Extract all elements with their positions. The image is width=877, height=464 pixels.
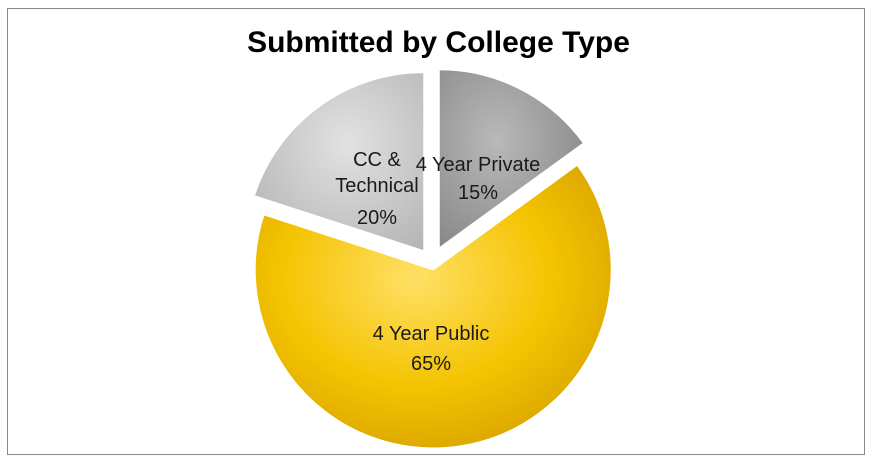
slice-name-label: 4 Year Private [416,154,541,176]
slice-percent-label: 15% [458,182,498,204]
pie-slice-4-year-private [438,69,584,249]
slice-name-label: 4 Year Public [373,323,490,345]
pie-slices [253,69,612,449]
chart-title: Submitted by College Type [247,26,630,59]
pie-slice-cc-technical [253,72,425,252]
slice-percent-label: 65% [411,353,451,375]
pie-slice-4-year-public [254,164,612,449]
slice-percent-label: 20% [357,207,397,229]
slice-name-label: Technical [335,175,418,197]
slice-name-label: CC & [353,149,401,171]
pie-labels: 4 Year Private 15% 4 Year Public 65% CC & Tec… [335,149,540,375]
